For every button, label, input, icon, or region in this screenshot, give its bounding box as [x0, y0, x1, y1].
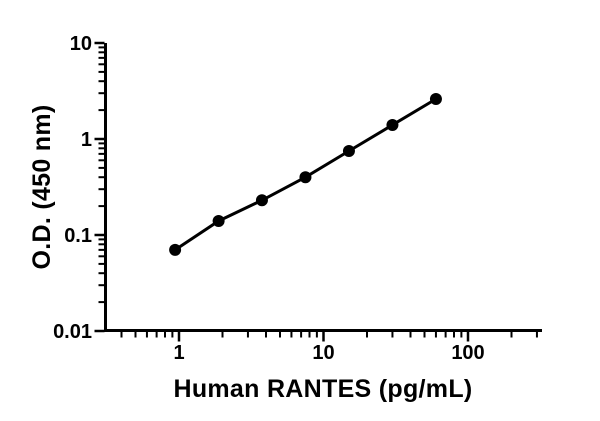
- x-axis-title: Human RANTES (pg/mL): [173, 375, 472, 403]
- y-tick-label: 1: [81, 129, 92, 151]
- data-point: [386, 118, 399, 131]
- y-axis-title: O.D. (450 nm): [28, 104, 56, 269]
- data-point: [169, 243, 182, 256]
- data-point: [299, 171, 312, 184]
- x-tick-label: 1: [173, 342, 184, 364]
- data-point: [255, 194, 268, 207]
- x-tick-label: 10: [312, 342, 334, 364]
- y-tick-label: 10: [70, 33, 92, 55]
- axes: 1 10 100 0.01 0.1 1 10: [53, 33, 542, 364]
- data-point: [342, 144, 355, 157]
- y-tick-label: 0.01: [53, 321, 92, 343]
- x-tick-label: 100: [451, 342, 484, 364]
- y-tick-label: 0.1: [64, 225, 92, 247]
- data-point: [429, 93, 442, 106]
- data-series: [169, 93, 442, 256]
- data-point: [212, 214, 225, 227]
